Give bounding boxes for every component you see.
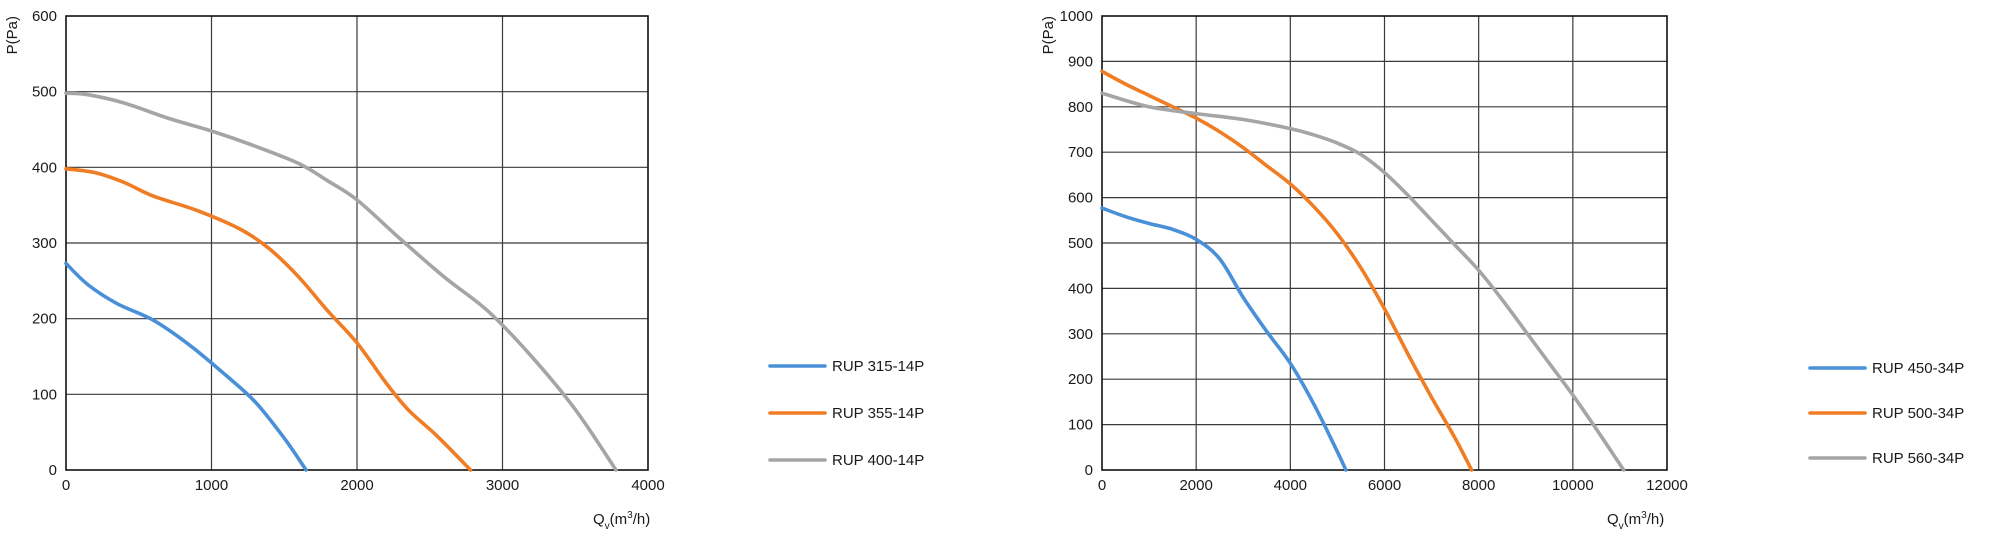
x-tick-label: 12000 [1646, 477, 1688, 494]
series-line-rup-450-34p [1100, 206, 1348, 472]
x-axis-title-sup: 3 [627, 510, 633, 521]
y-tick-label: 100 [1068, 417, 1093, 434]
x-axis-title: Qv(m3/h) [1607, 510, 1664, 532]
series-line-rup-560-34p [1100, 91, 1626, 472]
x-tick-label: 0 [62, 477, 70, 494]
y-tick-label: 600 [1068, 190, 1093, 207]
y-tick-label: 100 [32, 386, 57, 403]
series-line-rup-400-14p [64, 91, 618, 472]
x-tick-label: 2000 [1179, 477, 1212, 494]
x-axis-title-main: Q [1607, 511, 1619, 528]
series-line-rup-315-14p [64, 261, 308, 472]
x-axis-title-unit: (m [1624, 511, 1642, 528]
x-tick-label: 4000 [631, 477, 664, 494]
x-tick-label: 0 [1098, 477, 1106, 494]
y-tick-label: 300 [1068, 326, 1093, 343]
x-axis-title-sup: 3 [1641, 510, 1647, 521]
y-tick-label: 900 [1068, 53, 1093, 70]
y-axis-title: P(Pa) [1040, 16, 1057, 54]
chart-2: 0 2000 4000 6000 8000 10000 12000 0 100 200 300 400… [1040, 8, 1964, 532]
x-tick-label: 2000 [340, 477, 373, 494]
x-axis-title-sub: v [1619, 521, 1624, 532]
x-tick-label: 4000 [1274, 477, 1307, 494]
series-line-rup-500-34p [1100, 69, 1474, 472]
x-tick-label: 8000 [1462, 477, 1495, 494]
x-axis-title-unit-end: /h) [1647, 511, 1665, 528]
y-tick-label: 400 [32, 159, 57, 176]
legend-label: RUP 500-34P [1872, 405, 1964, 422]
y-tick-label: 400 [1068, 280, 1093, 297]
y-tick-label: 700 [1068, 144, 1093, 161]
series-line-rup-355-14p [64, 167, 473, 472]
y-tick-label: 600 [32, 8, 57, 25]
y-tick-label: 0 [49, 462, 57, 479]
x-axis-title: Qv(m3/h) [593, 510, 650, 532]
legend-label: RUP 560-34P [1872, 450, 1964, 467]
x-tick-label: 6000 [1368, 477, 1401, 494]
legend-label: RUP 315-14P [832, 358, 924, 375]
legend-label: RUP 355-14P [832, 405, 924, 422]
y-tick-label: 500 [32, 84, 57, 101]
y-tick-label: 0 [1085, 462, 1093, 479]
chart-1: 0 1000 2000 3000 4000 0 100 200 300 400 500 600 P(Pa… [4, 8, 924, 532]
y-tick-label: 1000 [1060, 8, 1093, 25]
x-axis-title-unit-end: /h) [633, 511, 651, 528]
legend-label: RUP 400-14P [832, 452, 924, 469]
y-tick-label: 300 [32, 235, 57, 252]
plot-frame [65, 15, 649, 471]
x-axis-title-main: Q [593, 511, 605, 528]
x-tick-label: 1000 [195, 477, 228, 494]
y-tick-label: 800 [1068, 99, 1093, 116]
plot-frame [1101, 15, 1668, 471]
x-tick-label: 3000 [486, 477, 519, 494]
y-tick-label: 200 [32, 311, 57, 328]
x-tick-label: 10000 [1552, 477, 1594, 494]
y-axis-title: P(Pa) [4, 16, 21, 54]
x-axis-title-unit: (m [610, 511, 628, 528]
x-axis-title-sub: v [605, 521, 610, 532]
y-tick-label: 200 [1068, 371, 1093, 388]
y-tick-label: 500 [1068, 235, 1093, 252]
legend-label: RUP 450-34P [1872, 360, 1964, 377]
